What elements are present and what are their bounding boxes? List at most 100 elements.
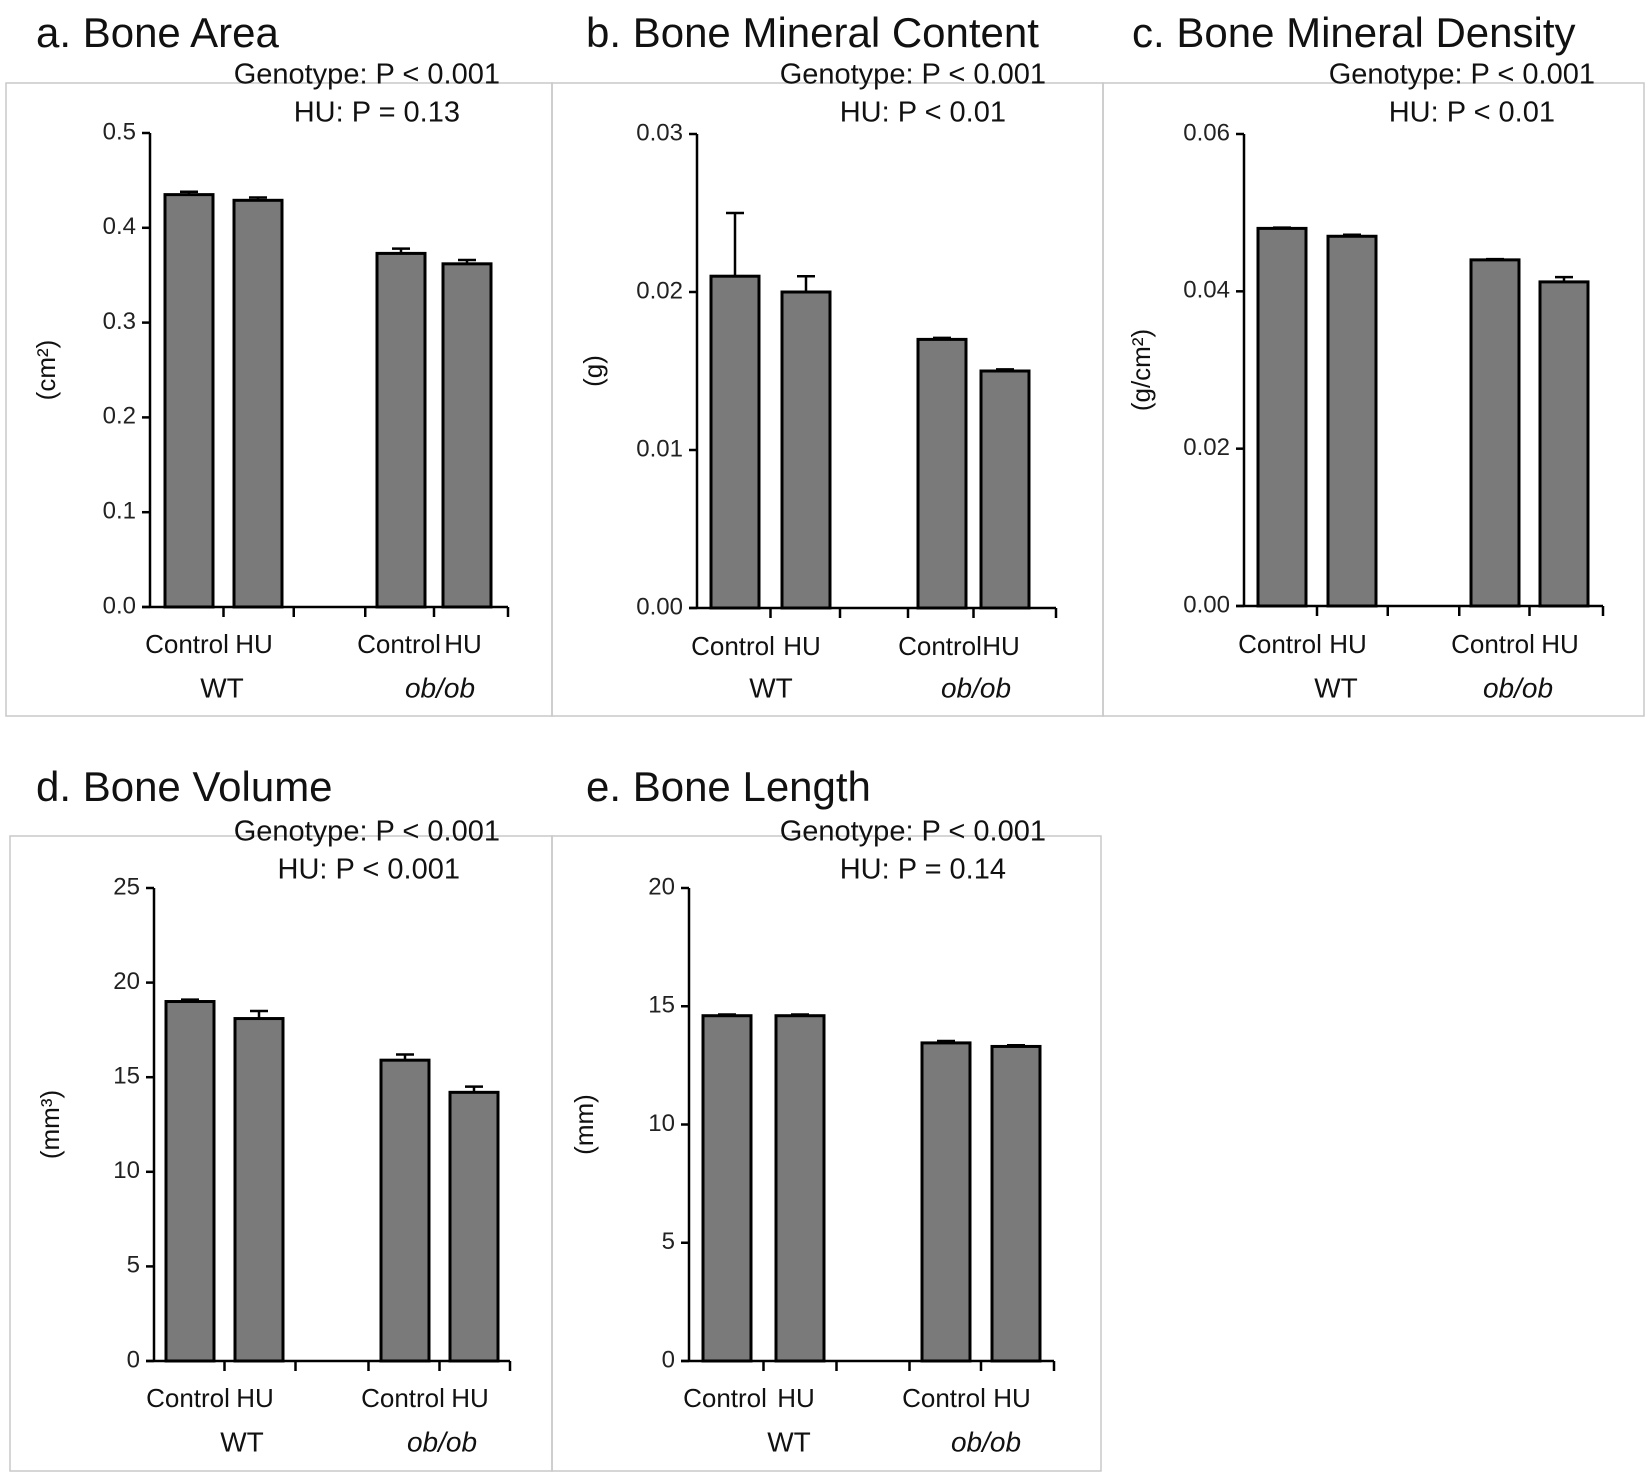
panel-e-bar-2 bbox=[774, 1014, 826, 1363]
panel-c-ytick-label: 0.04 bbox=[1183, 277, 1230, 304]
panel-d-category-label: Control bbox=[361, 1383, 445, 1413]
panel-c-bar-4 bbox=[1538, 280, 1590, 608]
panel-d-bar-1 bbox=[164, 1000, 216, 1363]
panel-a-category-label: Control bbox=[357, 629, 441, 659]
panel-b-ylabel: (g) bbox=[578, 355, 608, 387]
panel-d-bar-3 bbox=[379, 1058, 431, 1363]
panel-b-stat-genotype: Genotype: P < 0.001 bbox=[780, 59, 1046, 91]
panel-e-category-label: HU bbox=[777, 1383, 815, 1413]
panel-d-stat-hu: HU: P < 0.001 bbox=[278, 854, 460, 886]
panel-d-ytick-label: 20 bbox=[113, 968, 140, 995]
panel-d-ytick-label: 25 bbox=[113, 873, 140, 900]
panel-a-ylabel: (cm²) bbox=[31, 340, 61, 401]
panel-b-bar-2 bbox=[780, 290, 832, 610]
panel-e-group-label: ob/ob bbox=[951, 1426, 1021, 1457]
panel-c-stat-hu: HU: P < 0.01 bbox=[1389, 97, 1555, 129]
panel-d-ytick-label: 0 bbox=[127, 1346, 140, 1373]
panel-b-category-label: Control bbox=[691, 631, 775, 661]
panel-d-ylabel: (mm³) bbox=[35, 1090, 65, 1159]
panel-d-category-label: HU bbox=[451, 1383, 489, 1413]
panel-d-stat-genotype: Genotype: P < 0.001 bbox=[234, 816, 500, 848]
panel-a-bar-4 bbox=[441, 262, 493, 609]
panel-b-group-label: ob/ob bbox=[941, 672, 1011, 703]
panel-e-ylabel: (mm) bbox=[569, 1094, 599, 1155]
panel-a-stat-genotype: Genotype: P < 0.001 bbox=[234, 59, 500, 91]
panel-c-title: c. Bone Mineral Density bbox=[1132, 9, 1576, 56]
panel-d-bar-2 bbox=[233, 1017, 285, 1363]
panel-a-category-label: Control bbox=[145, 629, 229, 659]
panel-e-bar-3 bbox=[920, 1041, 972, 1363]
panel-c-stat-genotype: Genotype: P < 0.001 bbox=[1329, 59, 1595, 91]
panel-b-bar-1 bbox=[709, 274, 761, 610]
panel-c-ytick-label: 0.06 bbox=[1183, 119, 1230, 146]
panel-a-category-label: HU bbox=[235, 629, 273, 659]
panel-e-ytick-label: 0 bbox=[662, 1346, 675, 1373]
panel-e-bar-4 bbox=[990, 1044, 1042, 1363]
panel-c-group-label: WT bbox=[1314, 672, 1358, 703]
panel-a-title: a. Bone Area bbox=[36, 9, 279, 56]
panel-e-ytick-label: 20 bbox=[648, 873, 675, 900]
panel-b-ytick-label: 0.03 bbox=[636, 119, 683, 146]
panel-e-ytick-label: 15 bbox=[648, 992, 675, 1019]
panel-c-ytick-label: 0.00 bbox=[1183, 591, 1230, 618]
panel-c-bar-3 bbox=[1469, 258, 1521, 608]
panel-b-ytick-label: 0.02 bbox=[636, 277, 683, 304]
panel-a-ytick-label: 0.0 bbox=[103, 592, 136, 619]
panel-c-frame bbox=[1102, 82, 1645, 717]
panel-d-bar-4 bbox=[448, 1090, 500, 1363]
panel-a-ytick-label: 0.1 bbox=[103, 498, 136, 525]
panel-e-frame bbox=[551, 835, 1102, 1472]
panel-d: d. Bone Volume Genotype: P < 0.001 HU: P <… bbox=[35, 763, 512, 1457]
panel-e-ytick-label: 10 bbox=[648, 1110, 675, 1137]
panel-e-ytick-label: 5 bbox=[662, 1228, 675, 1255]
panel-e-category-label: Control bbox=[902, 1383, 986, 1413]
panel-c-category-label: Control bbox=[1238, 629, 1322, 659]
panel-b-category-label: HU bbox=[982, 631, 1020, 661]
panel-b-group-label: WT bbox=[749, 672, 793, 703]
panel-c-ytick-label: 0.02 bbox=[1183, 434, 1230, 461]
panel-c-group-label: ob/ob bbox=[1483, 672, 1553, 703]
panel-e-category-label: HU bbox=[993, 1383, 1031, 1413]
panel-a-bar-3 bbox=[375, 251, 427, 609]
panel-e-category-label: Control bbox=[683, 1383, 767, 1413]
panel-a-category-label: HU bbox=[444, 629, 482, 659]
panel-a-bar-1 bbox=[163, 193, 215, 609]
panel-a-bar-2 bbox=[232, 198, 284, 609]
panel-e: e. Bone Length Genotype: P < 0.001 HU: P =… bbox=[569, 763, 1056, 1457]
panel-d-category-label: HU bbox=[236, 1383, 274, 1413]
panel-e-bar-1 bbox=[701, 1014, 753, 1363]
panel-a-stat-hu: HU: P = 0.13 bbox=[294, 97, 460, 129]
panel-d-group-label: ob/ob bbox=[407, 1426, 477, 1457]
panel-e-stat-genotype: Genotype: P < 0.001 bbox=[780, 816, 1046, 848]
panel-d-ytick-label: 10 bbox=[113, 1157, 140, 1184]
panel-c-category-label: HU bbox=[1541, 629, 1579, 659]
panel-d-title: d. Bone Volume bbox=[36, 763, 333, 810]
panel-d-category-label: Control bbox=[146, 1383, 230, 1413]
panel-b-bar-3 bbox=[916, 337, 968, 610]
panel-a-group-label: WT bbox=[200, 672, 244, 703]
panel-e-title: e. Bone Length bbox=[586, 763, 871, 810]
panel-b-title: b. Bone Mineral Content bbox=[586, 9, 1039, 56]
panel-b-category-label: Control bbox=[898, 631, 982, 661]
panel-c-category-label: HU bbox=[1329, 629, 1367, 659]
panel-a-ytick-label: 0.3 bbox=[103, 308, 136, 335]
panel-d-ytick-label: 15 bbox=[113, 1063, 140, 1090]
panel-a-ytick-label: 0.5 bbox=[103, 118, 136, 145]
panel-a-ytick-label: 0.2 bbox=[103, 403, 136, 430]
panel-b-stat-hu: HU: P < 0.01 bbox=[840, 97, 1006, 129]
panel-c-category-label: Control bbox=[1451, 629, 1535, 659]
panel-b-bar-4 bbox=[979, 369, 1031, 610]
panel-d-ytick-label: 5 bbox=[127, 1252, 140, 1279]
panel-c-ylabel: (g/cm²) bbox=[1126, 329, 1156, 411]
panel-a-ytick-label: 0.4 bbox=[103, 213, 136, 240]
panel-b-ytick-label: 0.00 bbox=[636, 593, 683, 620]
panel-c-bar-2 bbox=[1326, 234, 1378, 608]
panel-a-group-label: ob/ob bbox=[405, 672, 475, 703]
panel-b-ytick-label: 0.01 bbox=[636, 435, 683, 462]
panel-b-category-label: HU bbox=[783, 631, 821, 661]
panel-e-stat-hu: HU: P = 0.14 bbox=[840, 854, 1006, 886]
panel-d-group-label: WT bbox=[220, 1426, 264, 1457]
